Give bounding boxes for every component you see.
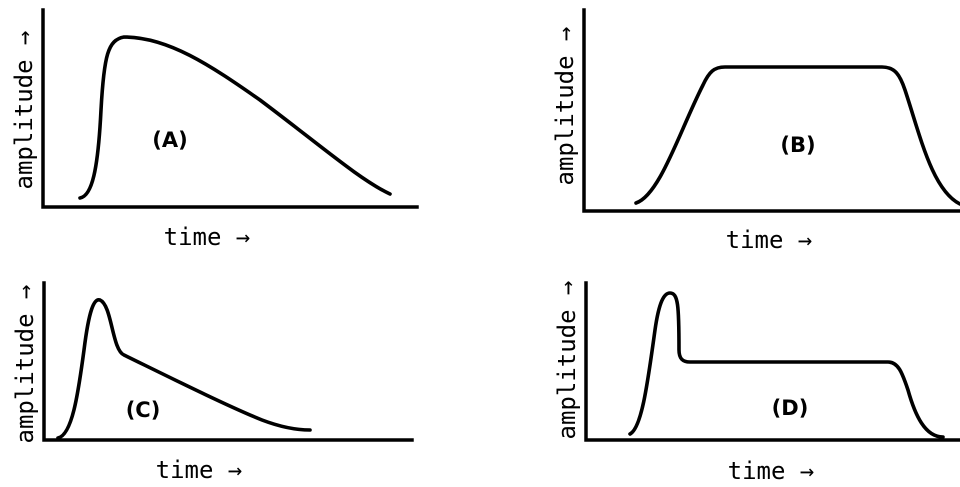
panel-b-curve <box>634 65 960 206</box>
panel-a: (A) amplitude → time → <box>10 8 419 251</box>
panel-a-axes <box>41 8 419 209</box>
panel-a-curve <box>78 35 392 200</box>
panel-d: (D) amplitude → time → <box>553 281 960 485</box>
panel-b: (B) amplitude → time → <box>551 8 960 254</box>
panel-a-xlabel: time → <box>164 223 251 251</box>
panel-c-curve <box>56 298 312 440</box>
panel-c: (C) amplitude → time → <box>11 281 414 484</box>
panel-c-xlabel: time → <box>156 456 243 484</box>
panel-c-label: (C) <box>126 398 161 422</box>
panel-c-axes <box>42 281 414 442</box>
panel-d-label: (D) <box>772 396 809 420</box>
panel-b-axes <box>582 8 960 213</box>
panel-c-ylabel: amplitude → <box>11 285 39 444</box>
panel-b-label: (B) <box>780 133 815 157</box>
panel-a-label: (A) <box>152 128 187 152</box>
panel-d-curve <box>628 291 945 439</box>
panel-b-ylabel: amplitude → <box>551 27 579 186</box>
panel-a-ylabel: amplitude → <box>10 31 38 190</box>
panel-d-xlabel: time → <box>728 457 815 485</box>
panel-d-ylabel: amplitude → <box>553 281 581 440</box>
panel-d-axes <box>584 281 960 442</box>
panel-b-xlabel: time → <box>726 226 813 254</box>
